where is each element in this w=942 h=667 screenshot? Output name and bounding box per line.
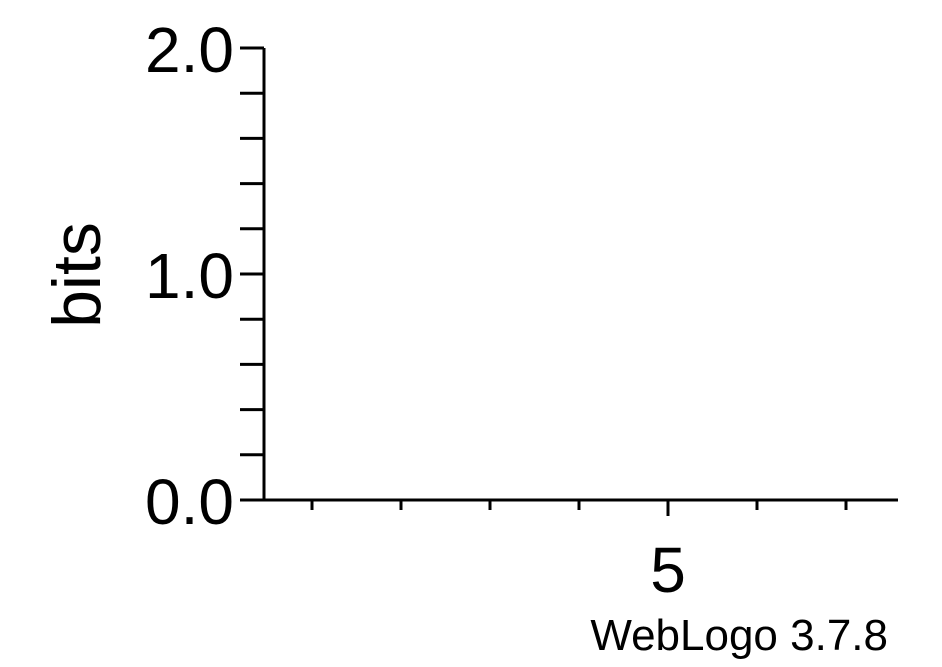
chart-axes [262,48,898,502]
y-tick-label: 2.0 [145,14,234,86]
x-tick-label: 5 [650,534,686,606]
y-tick-label: 0.0 [145,466,234,538]
y-axis-ticks: 0.0 1.0 2.0 [145,14,264,538]
footer-credit: WebLogo 3.7.8 [590,611,888,660]
y-tick-label: 1.0 [145,240,234,312]
x-axis-ticks: 5 [310,500,848,606]
y-axis-label: bits [39,222,115,328]
